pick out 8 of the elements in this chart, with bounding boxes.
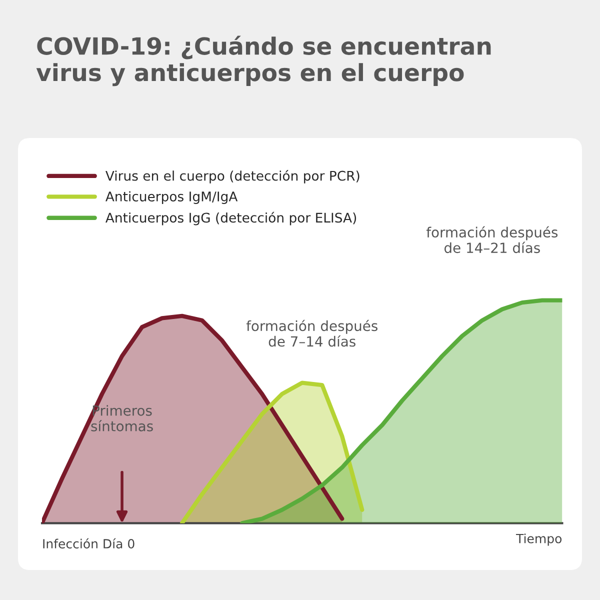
legend-label: Anticuerpos IgG (detección por ELISA) [106, 212, 356, 226]
legend-label: Anticuerpos IgM/IgA [106, 191, 238, 204]
text: Infección Día 0 [43, 538, 134, 548]
legend-label: Virus en el cuerpo (detección por PCR) [106, 170, 360, 184]
chart-title: COVID-19: ¿Cuándo se encuentran virus y anticuerpos en el cuerpo [36, 36, 491, 86]
x-axis-title: Tiempo [516, 534, 562, 546]
text: formación después de 14–21 días [426, 226, 558, 254]
annotation: formación después de 7–14 días [246, 320, 378, 347]
